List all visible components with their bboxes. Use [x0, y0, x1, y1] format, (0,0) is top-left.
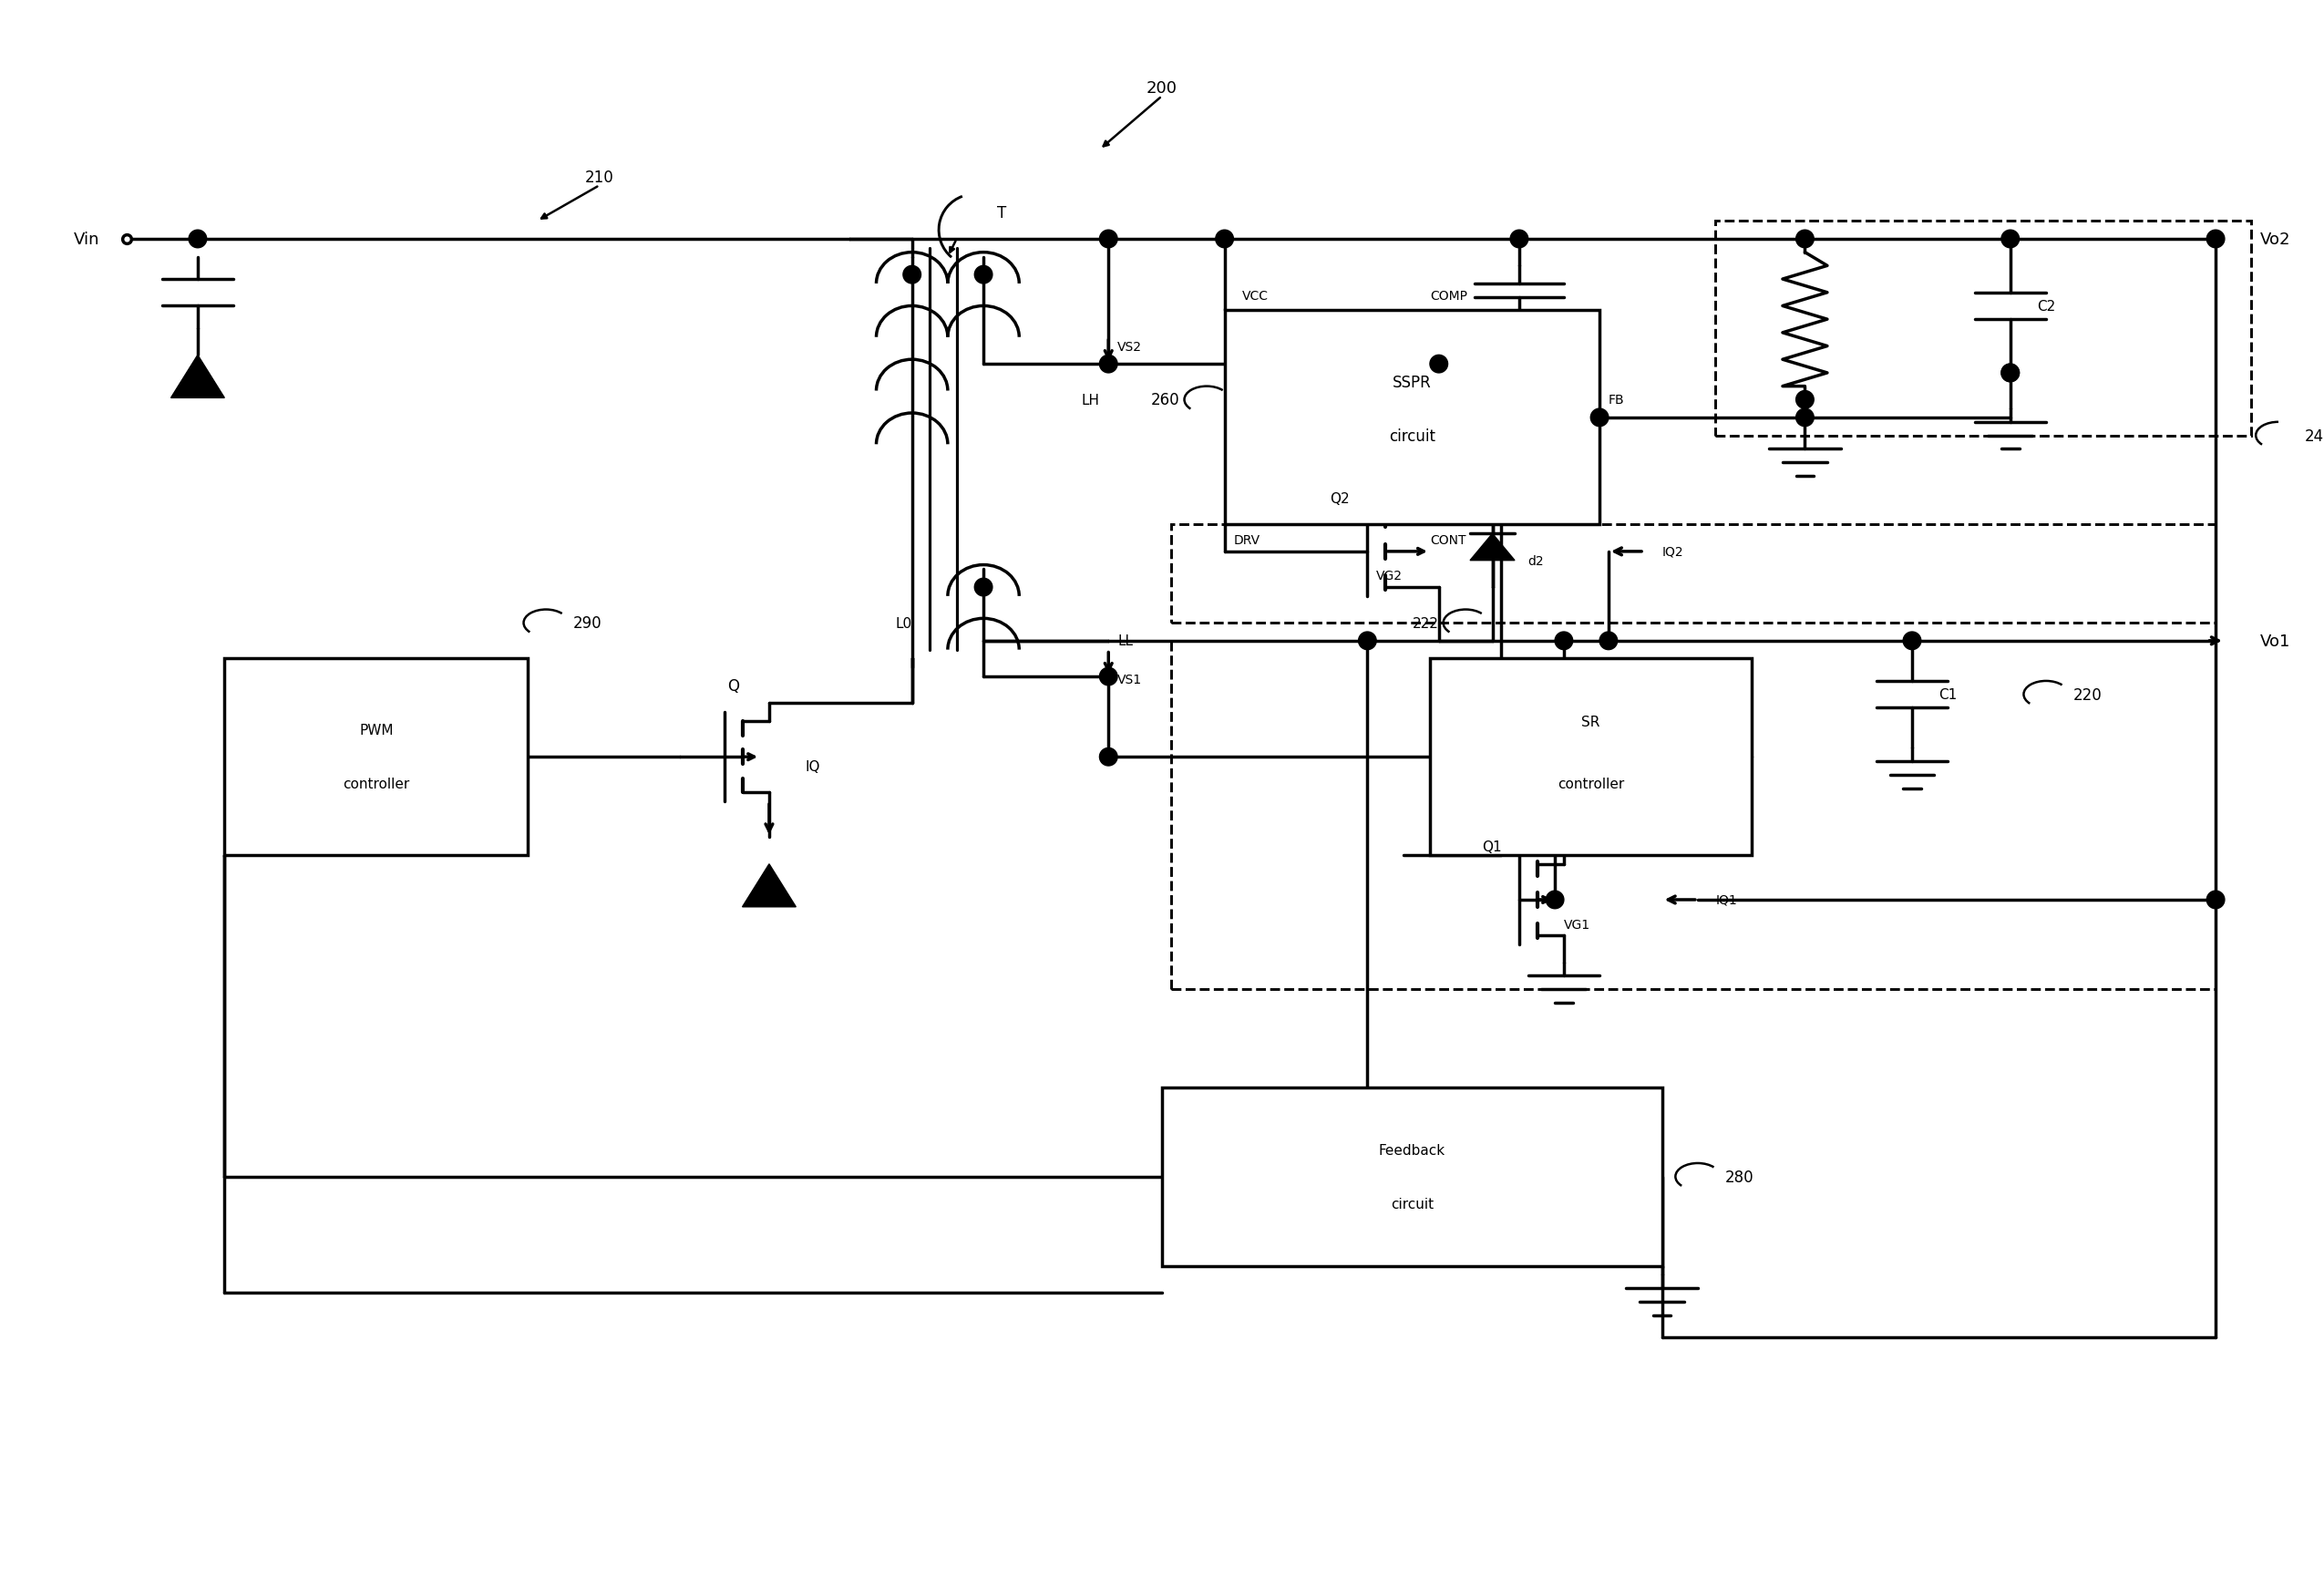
Polygon shape [1471, 535, 1515, 561]
Text: CONT: CONT [1429, 535, 1466, 547]
Text: VS1: VS1 [1118, 673, 1141, 686]
FancyBboxPatch shape [1429, 659, 1752, 855]
Text: T: T [997, 205, 1006, 221]
Text: LL: LL [1118, 634, 1132, 648]
Text: LH: LH [1081, 393, 1099, 407]
Circle shape [2208, 230, 2224, 249]
Text: Vo2: Vo2 [2261, 232, 2291, 248]
Circle shape [2001, 364, 2020, 382]
Text: PWM: PWM [360, 724, 393, 738]
Text: Vo1: Vo1 [2261, 632, 2291, 650]
Text: Q1: Q1 [1483, 839, 1501, 853]
Circle shape [1099, 230, 1118, 249]
Text: 210: 210 [586, 170, 614, 186]
Text: 200: 200 [1146, 80, 1178, 96]
Text: SR: SR [1580, 714, 1599, 729]
Text: 260: 260 [1150, 393, 1181, 408]
Circle shape [1796, 408, 1813, 427]
Text: 290: 290 [572, 615, 602, 631]
FancyBboxPatch shape [225, 659, 528, 855]
Text: circuit: circuit [1390, 1197, 1434, 1211]
Text: 220: 220 [2073, 686, 2101, 703]
Text: 240: 240 [2305, 427, 2324, 445]
Text: SSPR: SSPR [1392, 374, 1432, 391]
Text: controller: controller [344, 777, 409, 792]
Text: Vin: Vin [74, 232, 100, 248]
Text: VS2: VS2 [1118, 341, 1141, 353]
Circle shape [1215, 230, 1234, 249]
Circle shape [1099, 355, 1118, 374]
Circle shape [1429, 355, 1448, 374]
Circle shape [188, 230, 207, 249]
Circle shape [1555, 632, 1573, 650]
Text: controller: controller [1557, 777, 1624, 792]
Text: Feedback: Feedback [1378, 1143, 1446, 1158]
Circle shape [1903, 632, 1922, 650]
Circle shape [2001, 364, 2020, 382]
Text: IQ1: IQ1 [1715, 894, 1738, 907]
Text: FB: FB [1608, 394, 1624, 407]
Text: VCC: VCC [1243, 289, 1269, 303]
Polygon shape [172, 355, 225, 399]
Text: DRV: DRV [1234, 535, 1260, 547]
Circle shape [1590, 408, 1608, 427]
Polygon shape [741, 864, 795, 907]
Text: 222: 222 [1413, 617, 1439, 631]
Text: C1: C1 [1938, 688, 1957, 702]
Circle shape [974, 267, 992, 284]
Text: 280: 280 [1724, 1169, 1752, 1184]
Circle shape [1360, 632, 1376, 650]
Text: circuit: circuit [1390, 427, 1436, 445]
Text: COMP: COMP [1429, 289, 1466, 303]
Circle shape [1796, 230, 1813, 249]
Text: L0: L0 [895, 617, 911, 631]
Circle shape [2208, 891, 2224, 908]
Text: Q2: Q2 [1329, 492, 1350, 505]
Circle shape [974, 579, 992, 596]
Circle shape [1599, 632, 1618, 650]
Text: VG2: VG2 [1376, 569, 1404, 582]
Text: d2: d2 [1529, 555, 1543, 568]
Circle shape [904, 267, 920, 284]
Circle shape [1796, 391, 1813, 408]
Circle shape [1099, 669, 1118, 686]
Circle shape [1099, 749, 1118, 766]
Text: Q: Q [727, 678, 739, 694]
Text: IQ: IQ [804, 760, 820, 773]
Text: IQ2: IQ2 [1662, 546, 1683, 558]
Circle shape [2001, 230, 2020, 249]
Circle shape [1545, 891, 1564, 908]
Text: VG1: VG1 [1564, 918, 1590, 930]
Circle shape [1511, 230, 1529, 249]
FancyBboxPatch shape [1225, 311, 1599, 525]
FancyBboxPatch shape [1162, 1088, 1662, 1266]
Text: C2: C2 [2038, 300, 2054, 314]
